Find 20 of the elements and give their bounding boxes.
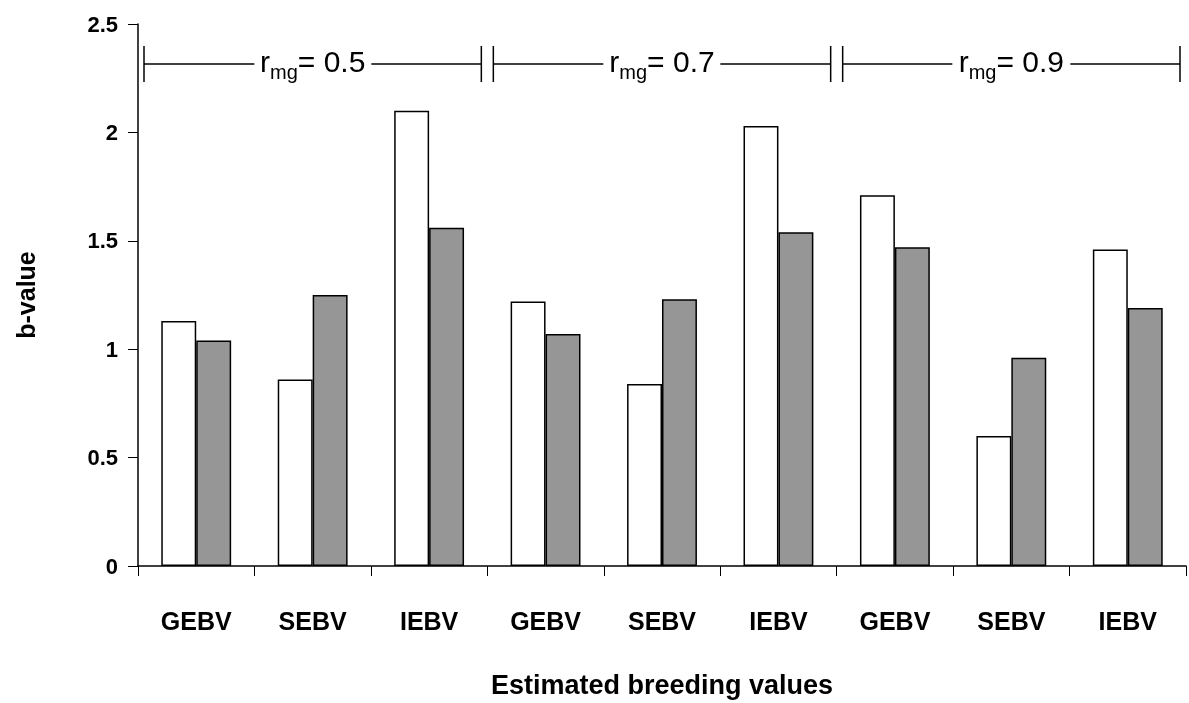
x-tick-label: SEBV	[627, 606, 697, 635]
y-tick-label: 1	[105, 336, 118, 362]
x-tick-label: SEBV	[977, 606, 1046, 635]
annotation: r$_{mg}$= 0.9	[952, 44, 1071, 83]
annotation: r$_{mg}$= 0.7	[603, 44, 721, 83]
y-tick-label: 2.5	[87, 11, 118, 37]
x-tick-label: GEBV	[160, 606, 232, 635]
y-tick-label: 1.5	[87, 228, 118, 254]
y-tick-label: 0	[105, 553, 118, 579]
x-tick-label: IEBV	[749, 606, 808, 635]
y-tick-label: 0.5	[87, 445, 118, 471]
x-tick-label: SEBV	[278, 606, 348, 635]
x-tick-label: GEBV	[859, 606, 931, 635]
x-tick-label: GEBV	[510, 606, 582, 635]
y-tick-label: 2	[105, 119, 118, 145]
y-axis-title: b-value	[11, 251, 40, 339]
x-tick-label: IEBV	[399, 606, 459, 635]
annotation: r$_{mg}$= 0.5	[253, 44, 372, 83]
x-axis-title: Estimated breeding values	[490, 669, 834, 700]
x-tick-label: IEBV	[1098, 606, 1158, 635]
